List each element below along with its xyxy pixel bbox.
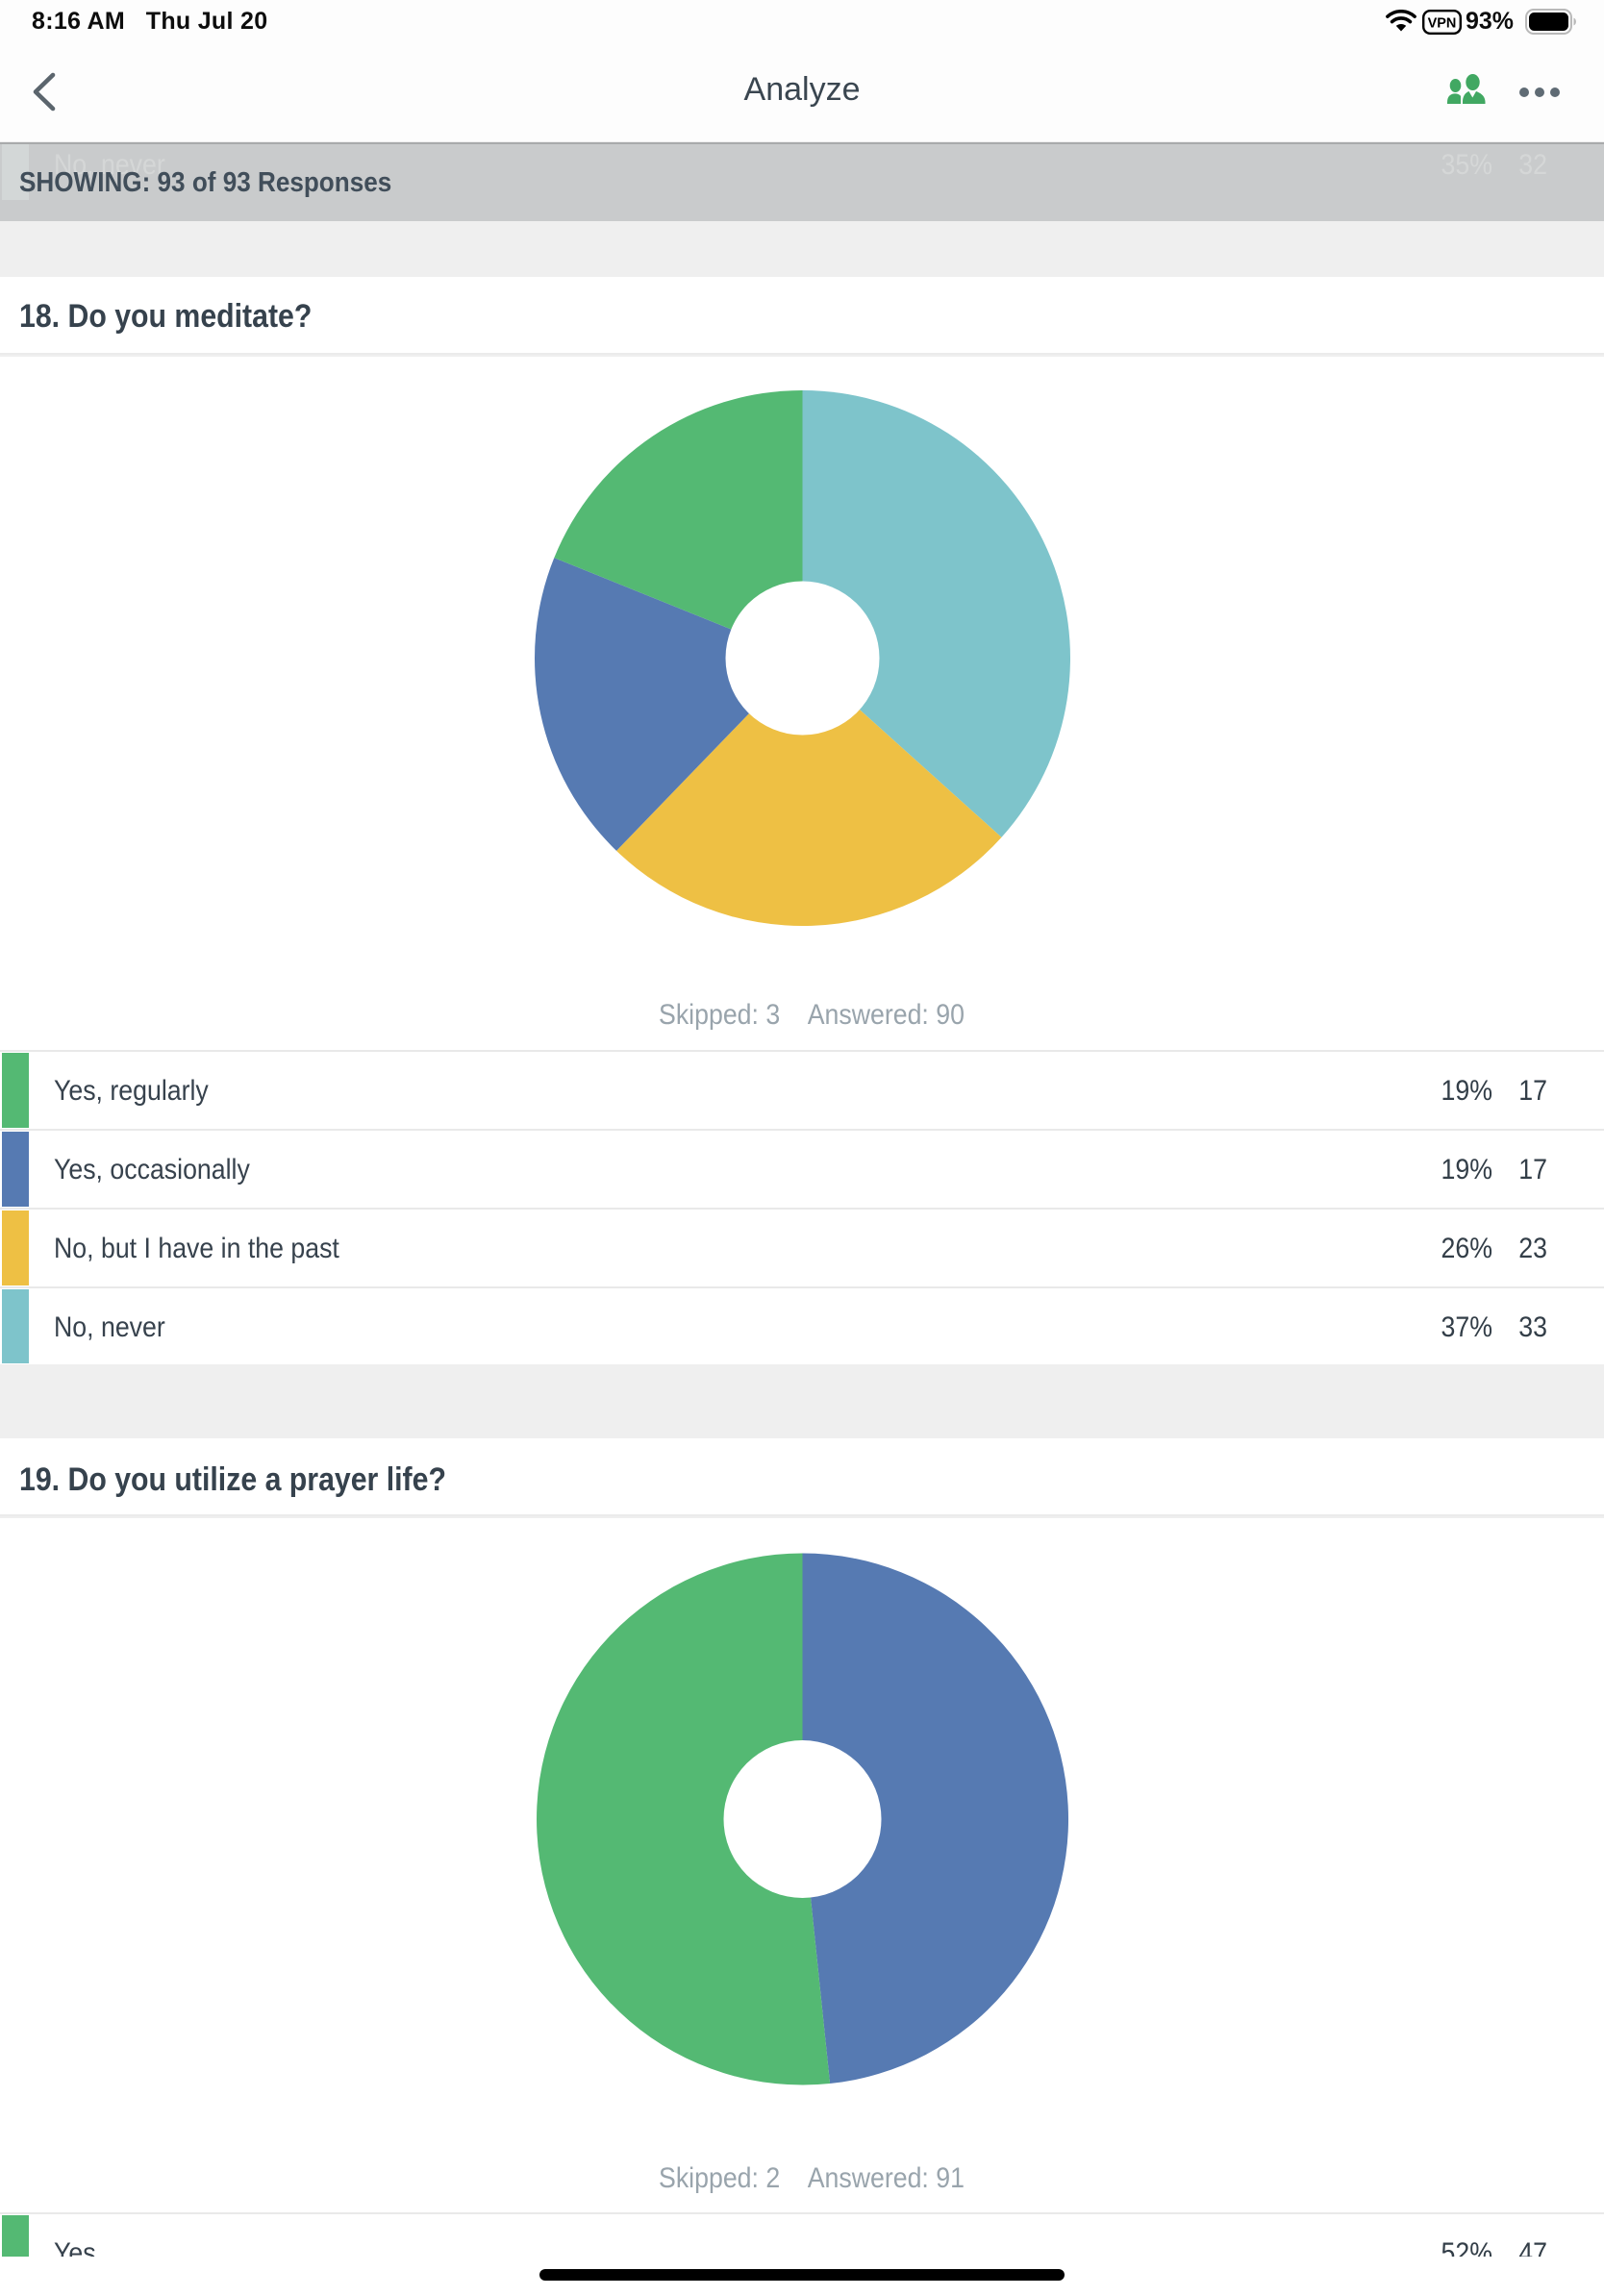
svg-text:VPN: VPN xyxy=(1428,16,1457,32)
